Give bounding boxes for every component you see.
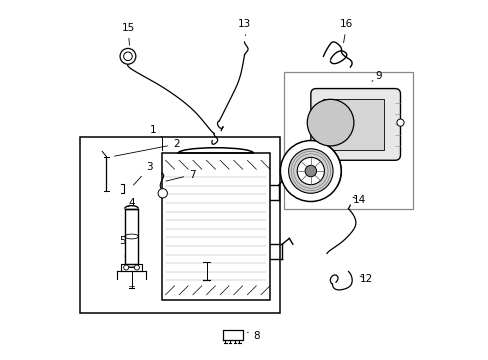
Text: 4: 4 — [128, 198, 135, 208]
Bar — [323, 99, 384, 149]
Text: 12: 12 — [359, 274, 372, 284]
Bar — [80, 137, 280, 313]
Circle shape — [306, 99, 353, 146]
Text: 3: 3 — [133, 162, 152, 185]
Bar — [162, 153, 269, 300]
Circle shape — [123, 52, 132, 60]
FancyBboxPatch shape — [310, 89, 400, 160]
Circle shape — [158, 189, 167, 198]
Circle shape — [120, 48, 136, 64]
Bar — [124, 209, 138, 264]
Circle shape — [123, 265, 128, 270]
Text: 10: 10 — [289, 177, 303, 187]
Circle shape — [297, 157, 324, 185]
Text: 13: 13 — [237, 19, 251, 36]
Text: 5: 5 — [119, 236, 131, 246]
Circle shape — [134, 265, 139, 270]
Text: 8: 8 — [247, 331, 260, 341]
Circle shape — [396, 119, 403, 126]
Text: 14: 14 — [352, 195, 365, 205]
Text: 11: 11 — [359, 123, 372, 133]
Circle shape — [280, 140, 341, 202]
Circle shape — [288, 149, 332, 193]
Text: 1: 1 — [149, 125, 162, 137]
Text: 9: 9 — [371, 71, 382, 81]
Text: 16: 16 — [339, 19, 353, 43]
Text: 7: 7 — [165, 170, 195, 181]
Text: 6: 6 — [122, 252, 135, 262]
Circle shape — [305, 165, 316, 177]
Bar — [284, 72, 412, 209]
Text: 15: 15 — [121, 23, 134, 45]
Text: 2: 2 — [114, 139, 179, 156]
